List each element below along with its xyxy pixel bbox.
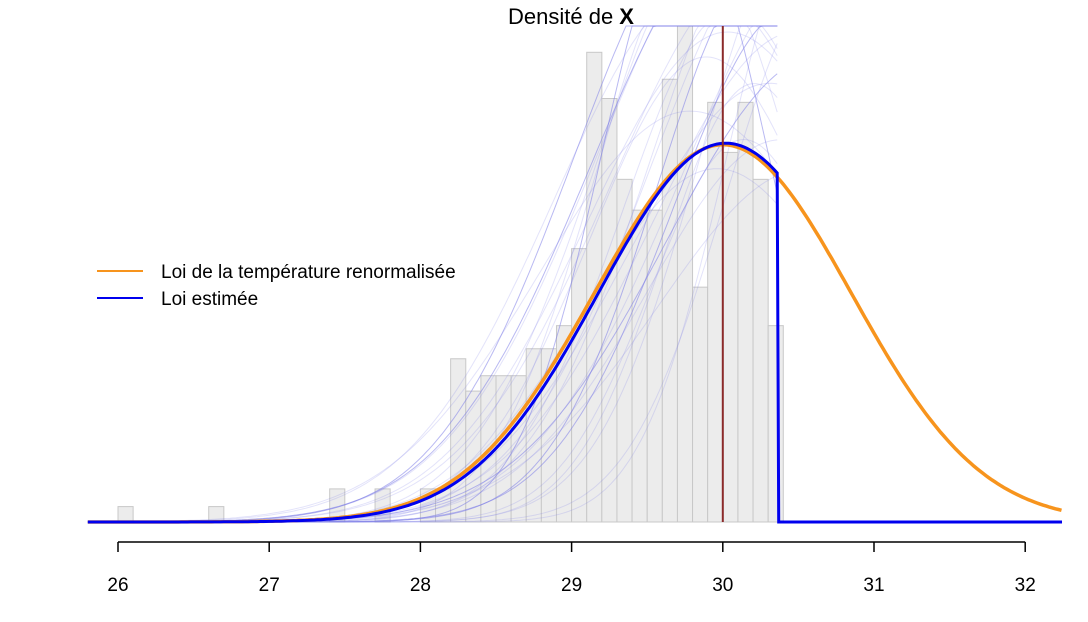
legend-label-1: Loi estimée [161, 289, 258, 310]
series-line-estimated [87, 141, 1062, 524]
histogram-bar [707, 101, 724, 523]
x-tick-label: 32 [1015, 575, 1036, 596]
histogram-bar [692, 286, 709, 523]
chart-title: Densité de X [508, 4, 634, 29]
chart-title-prefix: Densité de [508, 4, 619, 29]
bootstrap-curve [87, 110, 778, 523]
histogram-bar [117, 506, 134, 523]
x-axis: 26 27 28 29 30 31 32 [107, 541, 1036, 596]
x-tick-label: 27 [259, 575, 280, 596]
chart-title-symbol: X [619, 4, 634, 29]
x-tick-label: 30 [712, 575, 733, 596]
histogram-bar [752, 178, 769, 523]
histogram-bar [722, 151, 739, 523]
histogram-bar [767, 325, 784, 523]
x-tick-label: 29 [561, 575, 582, 596]
legend-label-0: Loi de la température renormalisée [161, 262, 456, 283]
density-curves [87, 141, 1062, 524]
histogram-bar [601, 98, 618, 523]
legend: Loi de la température renormalisée Loi e… [97, 262, 456, 310]
x-tick-label: 31 [863, 575, 884, 596]
histogram-bar [737, 101, 754, 523]
x-tick-label: 26 [107, 575, 128, 596]
x-tick-label: 28 [410, 575, 431, 596]
